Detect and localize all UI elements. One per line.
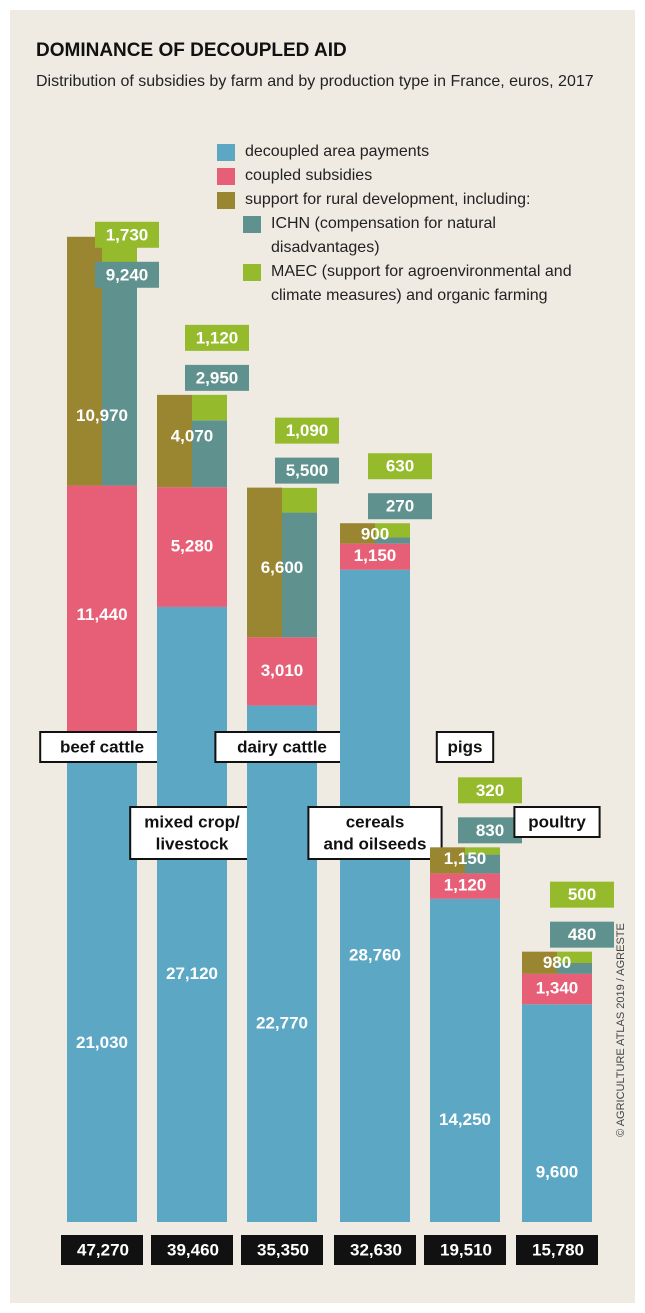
value-label: 1,150 <box>444 849 487 868</box>
value-label: 980 <box>543 953 571 972</box>
x-tick-label: mixed crop/ <box>144 812 240 831</box>
value-label: 5,500 <box>286 461 329 480</box>
value-label: 10,970 <box>76 406 128 425</box>
value-label: 4,070 <box>171 426 214 445</box>
total-label: 15,780 <box>532 1240 584 1259</box>
bar-segment <box>247 706 317 1222</box>
bar-segment <box>102 276 137 486</box>
value-label: 9,240 <box>106 265 149 284</box>
x-tick-label: dairy cattle <box>237 737 327 756</box>
bar-segment <box>340 570 410 1222</box>
value-label: 14,250 <box>439 1110 491 1129</box>
value-label: 1,150 <box>354 546 397 565</box>
bar-segment <box>282 488 317 513</box>
value-label: 1,340 <box>536 979 579 998</box>
value-label: 1,730 <box>106 225 149 244</box>
x-tick-label: beef cattle <box>60 737 144 756</box>
infographic: DOMINANCE OF DECOUPLED AID Distribution … <box>10 10 635 1303</box>
bar-segment <box>522 1004 592 1222</box>
value-label: 28,760 <box>349 945 401 964</box>
source: © AGRICULTURE ATLAS 2019 / AGRESTE <box>615 923 627 1137</box>
value-label: 11,440 <box>76 605 127 624</box>
value-label: 27,120 <box>166 964 218 983</box>
total-label: 47,270 <box>77 1240 129 1259</box>
value-label: 270 <box>386 497 414 516</box>
value-label: 480 <box>568 925 596 944</box>
value-label: 1,120 <box>444 876 487 895</box>
bar-segment <box>192 395 227 420</box>
total-label: 35,350 <box>257 1240 309 1259</box>
x-tick-label: cereals <box>346 812 405 831</box>
total-label: 19,510 <box>440 1240 492 1259</box>
value-label: 2,950 <box>196 368 239 387</box>
x-tick-label: and oilseeds <box>324 834 427 853</box>
value-label: 9,600 <box>536 1163 579 1182</box>
value-label: 21,030 <box>76 1033 128 1052</box>
value-label: 320 <box>476 781 504 800</box>
value-label: 3,010 <box>261 661 304 680</box>
value-label: 1,120 <box>196 328 239 347</box>
bar-segment <box>67 745 137 1222</box>
bar-segment <box>430 899 500 1222</box>
x-tick-label: poultry <box>528 812 586 831</box>
value-label: 900 <box>361 525 389 544</box>
bar-segment <box>157 607 227 1222</box>
value-label: 6,600 <box>261 558 304 577</box>
chart: 21,030 11,440 10,970 1,730 9,240 beef cattle 4… <box>10 10 635 1303</box>
value-label: 5,280 <box>171 537 214 556</box>
x-tick-label: pigs <box>448 737 483 756</box>
body: {"chart_data": { "type": "bar", "title":… <box>0 0 645 1313</box>
value-label: 22,770 <box>256 1013 308 1032</box>
value-label: 630 <box>386 457 414 476</box>
total-label: 32,630 <box>350 1240 402 1259</box>
value-label: 830 <box>476 821 504 840</box>
total-label: 39,460 <box>167 1240 219 1259</box>
value-label: 1,090 <box>286 421 329 440</box>
x-tick-label: livestock <box>156 834 229 853</box>
value-label: 500 <box>568 885 596 904</box>
